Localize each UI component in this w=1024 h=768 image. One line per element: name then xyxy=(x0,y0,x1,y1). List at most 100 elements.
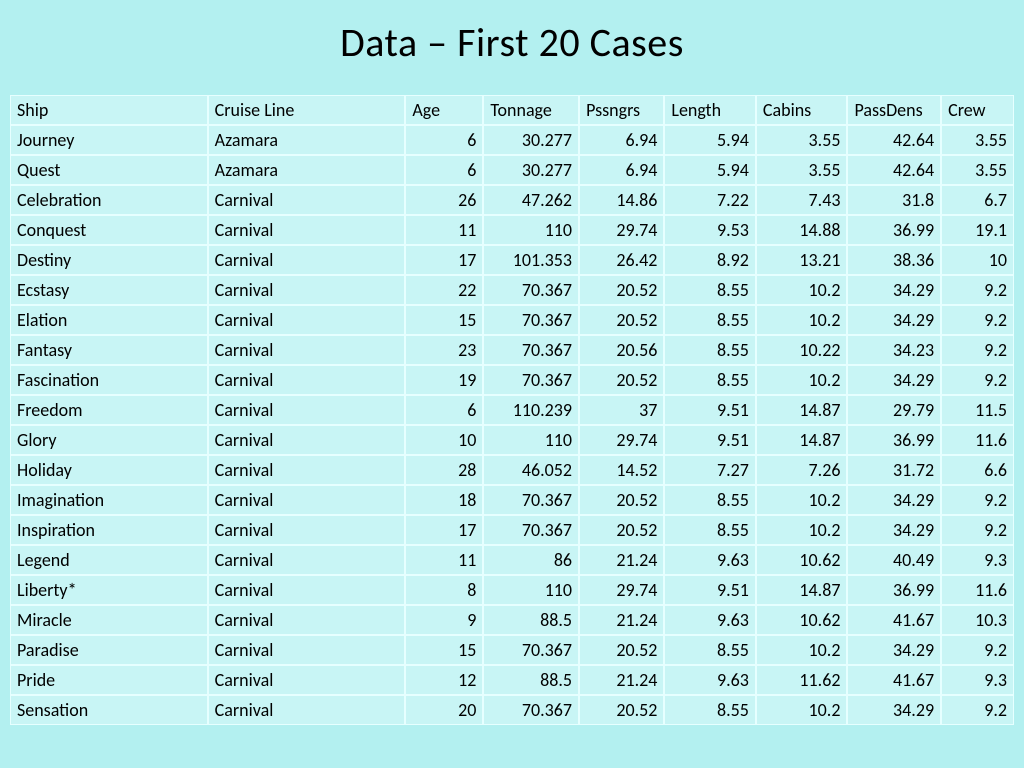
data-table: Ship Cruise Line Age Tonnage Pssngrs Len… xyxy=(10,95,1014,725)
page-title: Data – First 20 Cases xyxy=(10,18,1014,67)
cell-tonnage: 70.367 xyxy=(483,275,579,305)
cell-pssngrs: 20.52 xyxy=(579,365,664,395)
cell-tonnage: 30.277 xyxy=(483,155,579,185)
table-row: FantasyCarnival2370.36720.568.5510.2234.… xyxy=(10,335,1014,365)
cell-tonnage: 70.367 xyxy=(483,335,579,365)
cell-length: 9.51 xyxy=(664,425,756,455)
cell-ship: Conquest xyxy=(10,215,208,245)
cell-age: 6 xyxy=(405,125,483,155)
table-row: FascinationCarnival1970.36720.528.5510.2… xyxy=(10,365,1014,395)
cell-crew: 9.2 xyxy=(941,635,1014,665)
cell-passdens: 36.99 xyxy=(847,425,941,455)
cell-pssngrs: 21.24 xyxy=(579,665,664,695)
cell-age: 6 xyxy=(405,395,483,425)
cell-line: Carnival xyxy=(208,335,406,365)
table-row: HolidayCarnival2846.05214.527.277.2631.7… xyxy=(10,455,1014,485)
cell-ship: Imagination xyxy=(10,485,208,515)
cell-cabins: 10.2 xyxy=(756,695,848,725)
cell-age: 22 xyxy=(405,275,483,305)
cell-cabins: 7.43 xyxy=(756,185,848,215)
cell-ship: Holiday xyxy=(10,455,208,485)
cell-line: Carnival xyxy=(208,455,406,485)
cell-age: 28 xyxy=(405,455,483,485)
cell-passdens: 34.29 xyxy=(847,515,941,545)
cell-line: Azamara xyxy=(208,125,406,155)
cell-line: Carnival xyxy=(208,215,406,245)
cell-age: 8 xyxy=(405,575,483,605)
cell-pssngrs: 20.52 xyxy=(579,305,664,335)
cell-pssngrs: 6.94 xyxy=(579,155,664,185)
cell-length: 8.55 xyxy=(664,365,756,395)
cell-crew: 10.3 xyxy=(941,605,1014,635)
cell-crew: 9.2 xyxy=(941,275,1014,305)
cell-tonnage: 47.262 xyxy=(483,185,579,215)
cell-crew: 10 xyxy=(941,245,1014,275)
cell-line: Carnival xyxy=(208,605,406,635)
cell-passdens: 34.29 xyxy=(847,485,941,515)
cell-line: Carnival xyxy=(208,545,406,575)
cell-length: 7.22 xyxy=(664,185,756,215)
cell-age: 9 xyxy=(405,605,483,635)
cell-tonnage: 110 xyxy=(483,575,579,605)
cell-pssngrs: 20.52 xyxy=(579,485,664,515)
cell-ship: Freedom xyxy=(10,395,208,425)
cell-passdens: 41.67 xyxy=(847,605,941,635)
table-row: ImaginationCarnival1870.36720.528.5510.2… xyxy=(10,485,1014,515)
cell-line: Carnival xyxy=(208,575,406,605)
cell-length: 9.63 xyxy=(664,605,756,635)
cell-tonnage: 70.367 xyxy=(483,695,579,725)
cell-line: Carnival xyxy=(208,425,406,455)
cell-age: 6 xyxy=(405,155,483,185)
cell-line: Carnival xyxy=(208,665,406,695)
cell-ship: Destiny xyxy=(10,245,208,275)
col-age: Age xyxy=(405,95,483,125)
cell-length: 8.55 xyxy=(664,635,756,665)
cell-crew: 19.1 xyxy=(941,215,1014,245)
cell-crew: 9.2 xyxy=(941,485,1014,515)
cell-pssngrs: 14.52 xyxy=(579,455,664,485)
cell-age: 15 xyxy=(405,635,483,665)
cell-tonnage: 70.367 xyxy=(483,365,579,395)
cell-line: Carnival xyxy=(208,515,406,545)
cell-cabins: 11.62 xyxy=(756,665,848,695)
cell-ship: Legend xyxy=(10,545,208,575)
cell-tonnage: 88.5 xyxy=(483,665,579,695)
cell-pssngrs: 14.86 xyxy=(579,185,664,215)
cell-ship: Elation xyxy=(10,305,208,335)
cell-length: 5.94 xyxy=(664,125,756,155)
cell-tonnage: 88.5 xyxy=(483,605,579,635)
cell-length: 8.55 xyxy=(664,335,756,365)
cell-pssngrs: 20.52 xyxy=(579,515,664,545)
table-row: CelebrationCarnival2647.26214.867.227.43… xyxy=(10,185,1014,215)
cell-cabins: 14.87 xyxy=(756,575,848,605)
cell-passdens: 42.64 xyxy=(847,155,941,185)
cell-ship: Glory xyxy=(10,425,208,455)
cell-crew: 11.6 xyxy=(941,575,1014,605)
cell-passdens: 31.72 xyxy=(847,455,941,485)
cell-ship: Sensation xyxy=(10,695,208,725)
table-row: FreedomCarnival6110.239379.5114.8729.791… xyxy=(10,395,1014,425)
cell-cabins: 3.55 xyxy=(756,125,848,155)
cell-length: 9.51 xyxy=(664,575,756,605)
cell-cabins: 10.22 xyxy=(756,335,848,365)
cell-crew: 9.2 xyxy=(941,305,1014,335)
cell-age: 19 xyxy=(405,365,483,395)
cell-pssngrs: 37 xyxy=(579,395,664,425)
cell-length: 8.55 xyxy=(664,275,756,305)
table-row: ElationCarnival1570.36720.528.5510.234.2… xyxy=(10,305,1014,335)
cell-ship: Miracle xyxy=(10,605,208,635)
cell-age: 10 xyxy=(405,425,483,455)
table-row: PrideCarnival1288.521.249.6311.6241.679.… xyxy=(10,665,1014,695)
cell-pssngrs: 21.24 xyxy=(579,605,664,635)
table-row: DestinyCarnival17101.35326.428.9213.2138… xyxy=(10,245,1014,275)
cell-cabins: 13.21 xyxy=(756,245,848,275)
cell-line: Carnival xyxy=(208,275,406,305)
cell-length: 9.51 xyxy=(664,395,756,425)
col-cabins: Cabins xyxy=(756,95,848,125)
cell-age: 12 xyxy=(405,665,483,695)
cell-crew: 11.5 xyxy=(941,395,1014,425)
cell-length: 8.55 xyxy=(664,515,756,545)
cell-passdens: 34.29 xyxy=(847,635,941,665)
cell-pssngrs: 20.52 xyxy=(579,635,664,665)
col-pssngrs: Pssngrs xyxy=(579,95,664,125)
